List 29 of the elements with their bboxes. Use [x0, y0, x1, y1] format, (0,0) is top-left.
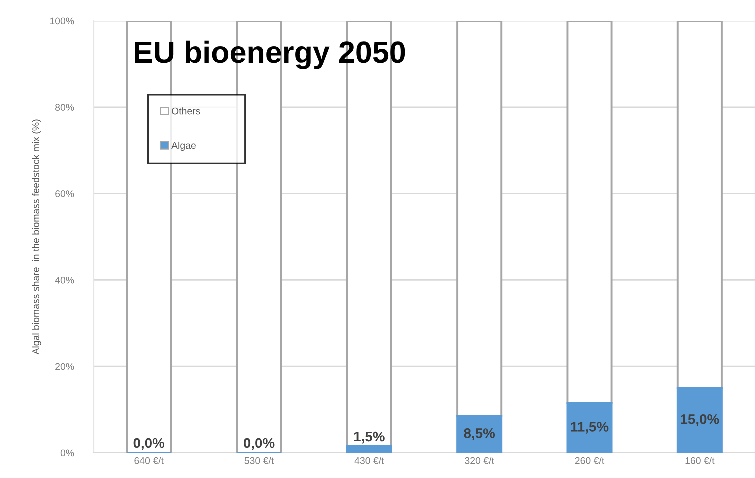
x-tick-label: 430 €/t [354, 457, 384, 464]
bar [346, 446, 392, 453]
bar [566, 402, 613, 453]
bar [676, 387, 723, 453]
x-tick-label: 320 €/t [465, 457, 494, 464]
y-tick-label: 60% [56, 190, 74, 198]
y-tick-label: 0% [60, 450, 74, 457]
data-label: 15,0% [681, 414, 720, 426]
y-tick-label: 100% [50, 18, 74, 25]
y-tick-label: 40% [55, 276, 74, 284]
y-tick-label: 20% [56, 363, 74, 370]
data-label: 11,5% [571, 422, 609, 434]
y-axis-title: Algal biomass share in the biomass feedstock mix (%) [32, 120, 42, 355]
data-label: 0,0% [134, 438, 165, 450]
x-tick-label: 530 €/t [244, 457, 274, 464]
bar [676, 21, 723, 390]
x-tick-label: 160 €/t [686, 457, 715, 464]
x-tick-label: 260 €/t [575, 457, 605, 464]
bar [456, 415, 503, 453]
y-tick-label: 80% [56, 104, 74, 112]
legend-label: Algae [172, 142, 196, 152]
text: EU bioenergy 2050 [135, 40, 406, 70]
data-label: 0,0% [244, 438, 275, 450]
data-label: 8,5% [464, 428, 496, 440]
data-label: 1,5% [354, 432, 385, 444]
x-tick-label: 640 €/t [134, 457, 164, 464]
bar [456, 21, 503, 418]
legend-label: Others [172, 108, 200, 115]
bar [566, 21, 613, 404]
